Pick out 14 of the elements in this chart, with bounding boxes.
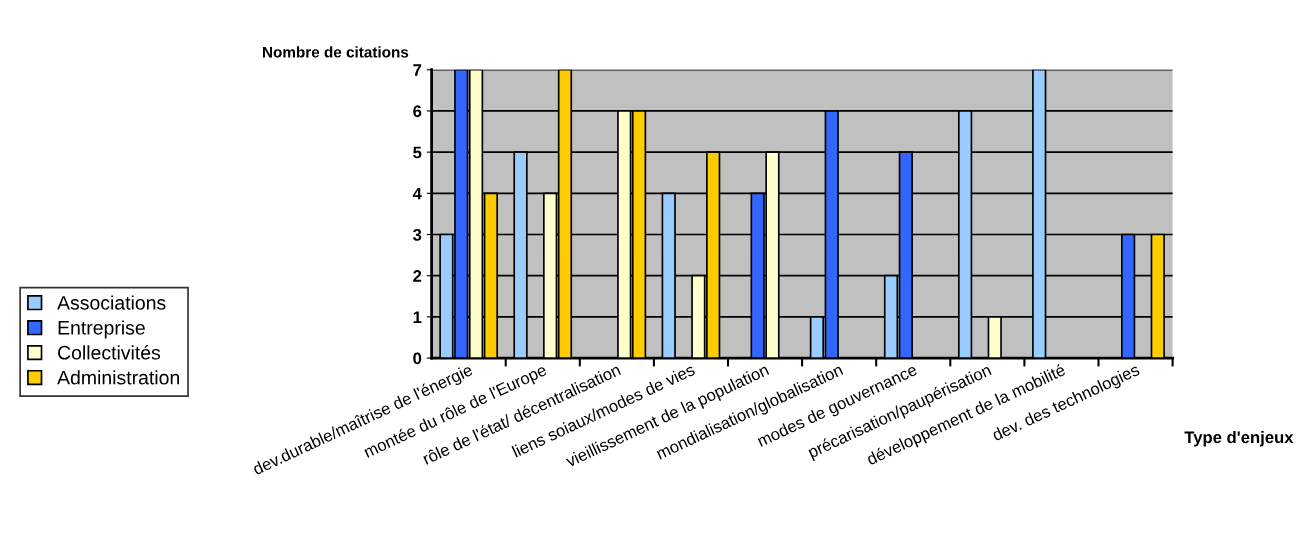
y-tick-label: 4: [412, 187, 422, 200]
y-tick-label: 6: [413, 105, 422, 118]
legend-label: Entreprise: [58, 320, 145, 339]
legend-label: Collectivités: [58, 345, 161, 360]
y-tick-label: 3: [412, 228, 422, 241]
y-tick-label: 5: [413, 146, 422, 159]
y-tick-label: 1: [413, 311, 422, 323]
y-tick-label: 0: [413, 352, 422, 365]
x-axis-title: Type d'enjeux: [1184, 430, 1294, 447]
y-tick-label: 7: [413, 64, 422, 76]
y-axis-title: Nombre de citations: [263, 46, 409, 58]
legend-label: Associations: [57, 295, 166, 310]
legend-label: Administration: [57, 370, 179, 385]
y-tick-label: 2: [413, 270, 422, 282]
